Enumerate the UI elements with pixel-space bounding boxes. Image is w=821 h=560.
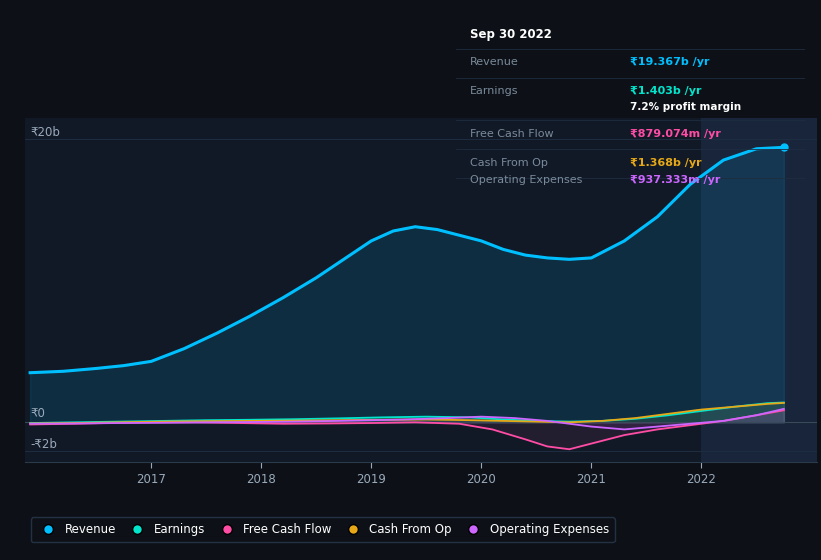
- Text: Revenue: Revenue: [470, 57, 518, 67]
- Text: Operating Expenses: Operating Expenses: [470, 175, 582, 185]
- Legend: Revenue, Earnings, Free Cash Flow, Cash From Op, Operating Expenses: Revenue, Earnings, Free Cash Flow, Cash …: [30, 517, 615, 542]
- Text: Sep 30 2022: Sep 30 2022: [470, 29, 552, 41]
- Text: ₹0: ₹0: [30, 407, 45, 420]
- Bar: [701, 118, 817, 462]
- Text: Cash From Op: Cash From Op: [470, 158, 548, 168]
- Text: Free Cash Flow: Free Cash Flow: [470, 129, 553, 139]
- Text: ₹879.074m /yr: ₹879.074m /yr: [631, 129, 721, 139]
- Text: ₹1.403b /yr: ₹1.403b /yr: [631, 86, 702, 96]
- Text: -₹2b: -₹2b: [30, 438, 57, 451]
- Text: Earnings: Earnings: [470, 86, 518, 96]
- Text: ₹937.333m /yr: ₹937.333m /yr: [631, 175, 721, 185]
- Text: 7.2% profit margin: 7.2% profit margin: [631, 102, 741, 111]
- Text: ₹19.367b /yr: ₹19.367b /yr: [631, 57, 709, 67]
- Text: ₹1.368b /yr: ₹1.368b /yr: [631, 158, 702, 168]
- Text: ₹20b: ₹20b: [30, 126, 60, 139]
